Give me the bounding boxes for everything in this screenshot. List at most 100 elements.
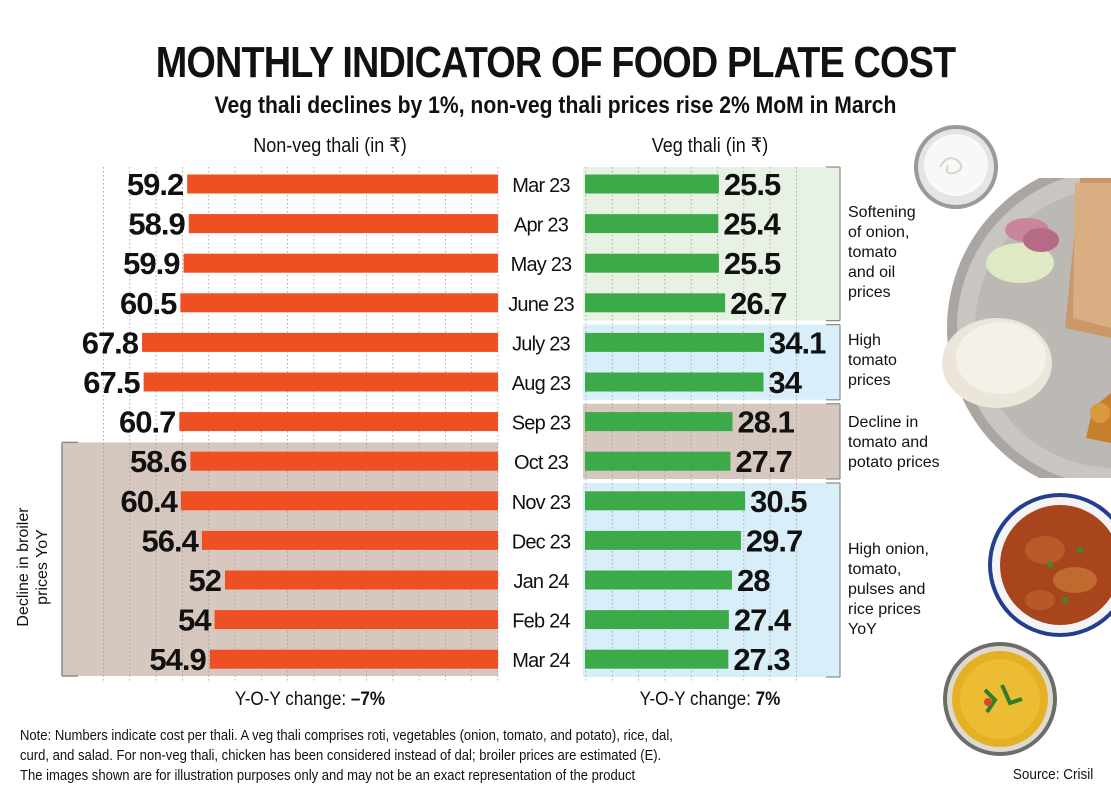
veg-value-label: 28 <box>737 563 770 598</box>
veg-bar <box>585 530 741 550</box>
veg-bar <box>585 451 731 471</box>
footnote-line: curd, and salad. For non-veg thali, chic… <box>20 748 662 764</box>
veg-annotation-high-tomato: High tomato prices <box>848 331 897 391</box>
annotation-line: Softening <box>848 204 916 221</box>
veg-bar <box>585 412 733 432</box>
page-subtitle: Veg thali declines by 1%, non-veg thali … <box>214 92 897 119</box>
nonveg-value-label: 59.2 <box>127 167 183 202</box>
veg-bar <box>585 491 746 511</box>
nonveg-group-background <box>62 442 498 676</box>
nonveg-value-label: 60.4 <box>121 484 179 519</box>
category-label: Mar 24 <box>512 650 570 672</box>
chicken-curry-bowl-image <box>988 493 1111 637</box>
annotation-line: Decline in <box>848 414 919 431</box>
veg-bar <box>585 610 729 630</box>
veg-column-header: Veg thali (in ₹) <box>651 135 769 157</box>
veg-value-label: 25.5 <box>724 167 781 202</box>
category-label: May 23 <box>511 254 572 276</box>
veg-annotation-softening: Softening of onion, tomato and oil price… <box>848 203 916 303</box>
category-label: Oct 23 <box>514 452 569 474</box>
nonveg-value-label: 56.4 <box>142 523 200 558</box>
category-label: July 23 <box>512 333 570 355</box>
nonveg-bar <box>214 610 498 630</box>
category-label: Aug 23 <box>512 373 571 395</box>
veg-value-label: 28.1 <box>738 405 795 440</box>
footnote-line: The images shown are for illustration pu… <box>20 768 636 784</box>
veg-yoy-change: Y-O-Y change: 7% <box>593 688 827 712</box>
annotation-line: High onion, <box>848 541 929 558</box>
category-label: Feb 24 <box>512 611 570 633</box>
source-credit: Source: Crisil <box>1012 766 1093 783</box>
dal-bowl-image <box>943 642 1057 756</box>
annotation-line: of onion, <box>848 224 910 241</box>
annotation-line: YoY <box>848 621 877 638</box>
annotation-line: tomato, <box>848 561 902 578</box>
veg-value-label: 34.1 <box>769 325 826 360</box>
category-label: Nov 23 <box>512 492 571 514</box>
yoy-label: Y-O-Y change: <box>234 689 347 710</box>
nonveg-yoy-change: Y-O-Y change: –7% <box>193 688 427 712</box>
veg-bar <box>585 649 729 669</box>
veg-value-label: 25.5 <box>724 246 781 281</box>
nonveg-bar <box>225 570 498 590</box>
nonveg-bar <box>180 491 498 511</box>
yoy-value: 7% <box>755 689 781 710</box>
veg-value-label: 25.4 <box>723 207 781 242</box>
annotation-line: tomato and <box>848 434 929 451</box>
veg-annotation-decline: Decline in tomato and potato prices <box>848 413 940 473</box>
nonveg-value-label: 67.5 <box>83 365 140 400</box>
veg-bar <box>585 253 719 273</box>
nonveg-bar <box>188 214 498 234</box>
nonveg-value-label: 59.9 <box>123 246 180 281</box>
broiler-annotation: Decline in broiler prices YoY <box>15 507 51 627</box>
nonveg-value-label: 58.6 <box>130 444 187 479</box>
annotation-line: tomato <box>848 352 897 369</box>
annotation-line: rice prices <box>848 601 921 618</box>
veg-bar <box>585 174 719 194</box>
category-label: Sep 23 <box>512 413 571 435</box>
veg-bar <box>585 332 765 352</box>
annotation-line: prices <box>848 372 891 389</box>
footnote-line: Note: Numbers indicate cost per thali. A… <box>20 728 673 744</box>
annotation-line: High <box>848 332 881 349</box>
annotation-line: tomato <box>848 244 897 261</box>
nonveg-value-label: 60.7 <box>119 405 175 440</box>
nonveg-bar <box>143 372 498 392</box>
nonveg-bar <box>183 253 498 273</box>
nonveg-bar <box>180 293 498 313</box>
nonveg-value-label: 54.9 <box>149 642 206 677</box>
category-label: Mar 23 <box>512 175 570 197</box>
nonveg-bar <box>179 412 498 432</box>
veg-bar <box>585 570 732 590</box>
nonveg-value-label: 52 <box>189 563 221 598</box>
annotation-line: potato prices <box>848 454 940 471</box>
veg-bar <box>585 372 764 392</box>
page-title: MONTHLY INDICATOR OF FOOD PLATE COST <box>155 38 956 87</box>
category-label: June 23 <box>508 294 574 316</box>
annotation-line: and oil <box>848 264 896 281</box>
curd-bowl-image <box>914 125 998 209</box>
annotation-line: pulses and <box>848 581 926 598</box>
nonveg-bar <box>142 332 499 352</box>
yoy-value: –7% <box>350 689 386 710</box>
nonveg-bar <box>201 530 498 550</box>
veg-value-label: 29.7 <box>746 523 802 558</box>
nonveg-bar <box>209 649 498 669</box>
veg-bar <box>585 293 726 313</box>
annotation-line: prices <box>848 284 891 301</box>
nonveg-value-label: 58.9 <box>128 207 185 242</box>
veg-value-label: 26.7 <box>730 286 786 321</box>
veg-value-label: 27.7 <box>735 444 791 479</box>
footnote: Note: Numbers indicate cost per thali. A… <box>20 726 812 786</box>
category-label: Dec 23 <box>512 531 571 553</box>
yoy-label: Y-O-Y change: <box>639 689 751 710</box>
veg-value-label: 27.3 <box>733 642 790 677</box>
nonveg-column-header: Non-veg thali (in ₹) <box>253 135 407 157</box>
veg-bar <box>585 214 719 234</box>
nonveg-value-label: 54 <box>178 603 212 638</box>
veg-thali-plate-image <box>942 178 1111 478</box>
nonveg-value-label: 60.5 <box>120 286 177 321</box>
veg-value-label: 27.4 <box>734 603 792 638</box>
nonveg-bar <box>190 451 498 471</box>
